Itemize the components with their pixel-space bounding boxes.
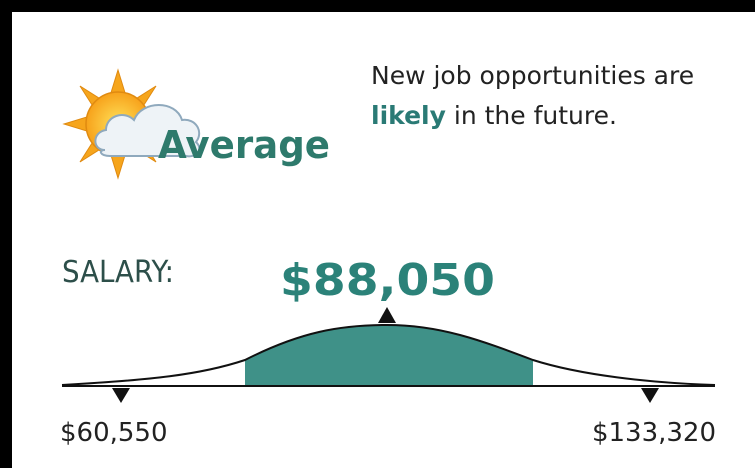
distribution-fill	[245, 325, 533, 385]
outlook-description: New job opportunities are likely in the …	[371, 56, 741, 136]
salary-median: $88,050	[280, 255, 495, 306]
low-marker	[112, 388, 130, 403]
salary-low: $60,550	[60, 418, 168, 448]
high-marker	[641, 388, 659, 403]
description-text: in the future.	[453, 101, 617, 130]
cloud-icon	[94, 104, 201, 158]
median-marker	[378, 307, 396, 323]
salary-high: $133,320	[592, 418, 716, 448]
description-highlight: likely	[371, 101, 446, 130]
outlook-rating: Average	[158, 123, 330, 167]
distribution-curve	[61, 323, 716, 386]
salary-label: SALARY:	[62, 255, 174, 290]
description-text: New job opportunities are	[371, 61, 695, 90]
